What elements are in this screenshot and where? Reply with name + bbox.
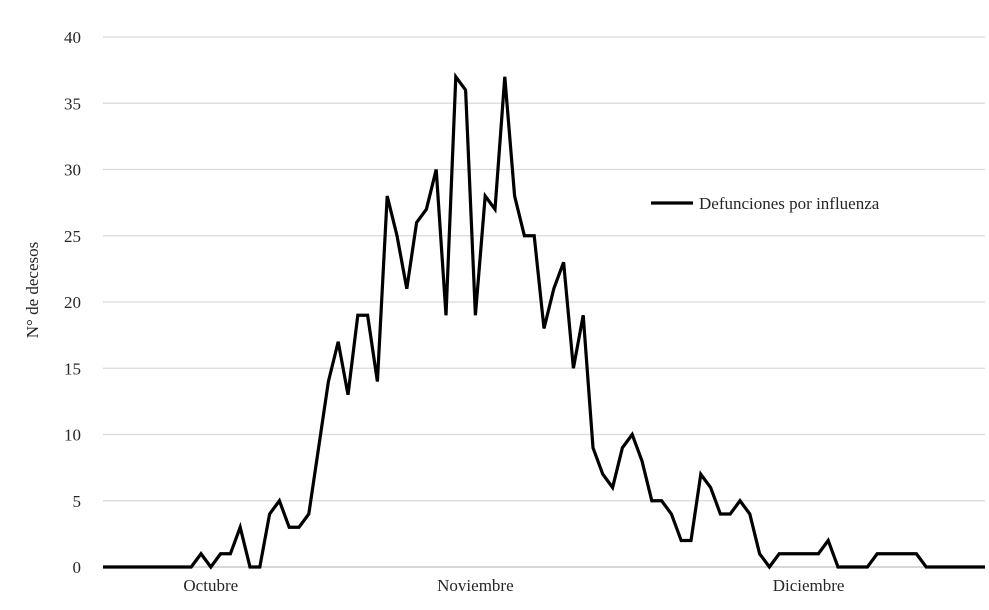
y-tick-label-0: 0	[73, 558, 82, 577]
gridlines	[103, 36, 985, 502]
y-tick-label-10: 10	[64, 426, 81, 445]
y-tick-label-25: 25	[64, 227, 81, 246]
y-tick-label-30: 30	[64, 161, 81, 180]
series-line-defunciones	[103, 72, 985, 570]
y-tick-label-35: 35	[64, 94, 81, 113]
legend: Defunciones por influenza	[651, 194, 880, 213]
y-tick-label-40: 40	[64, 28, 81, 47]
y-tick-label-20: 20	[64, 293, 81, 312]
x-tick-label-noviembre: Noviembre	[437, 576, 513, 595]
x-tick-label-diciembre: Diciembre	[773, 576, 845, 595]
y-axis-tick-labels: 0 5 10 15 20 25 30 35 40	[64, 28, 81, 577]
y-tick-label-5: 5	[73, 492, 82, 511]
y-tick-label-15: 15	[64, 359, 81, 378]
legend-label: Defunciones por influenza	[699, 194, 880, 213]
x-tick-label-octubre: Octubre	[183, 576, 238, 595]
y-axis-title: N° de decesos	[23, 242, 42, 339]
x-axis-tick-labels: Octubre Noviembre Diciembre	[183, 576, 844, 595]
